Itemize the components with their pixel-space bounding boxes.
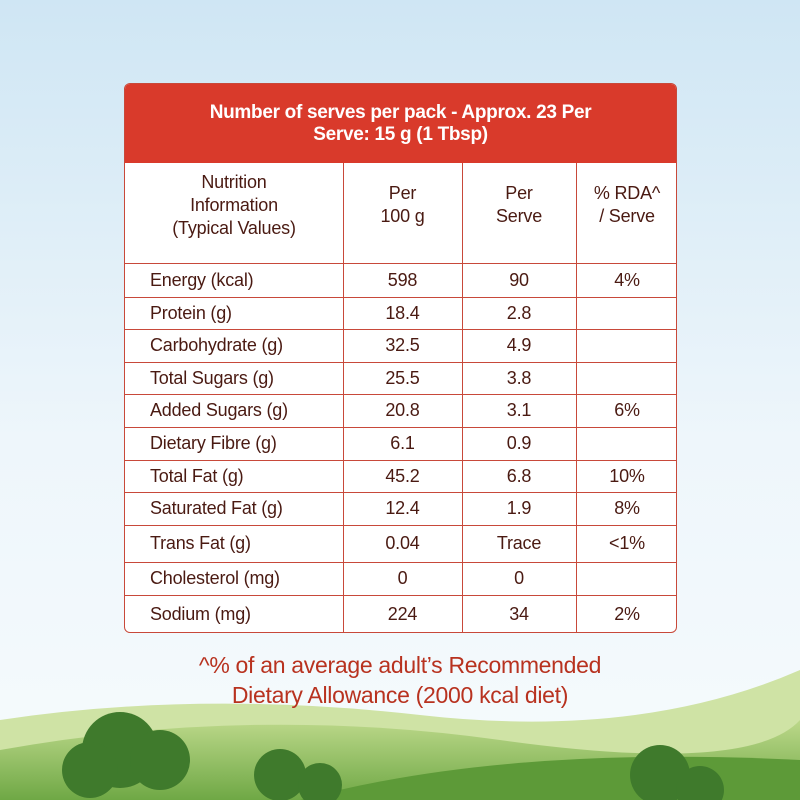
nutrient-value: 10%	[609, 465, 645, 486]
column-header-line: 100 g	[380, 206, 425, 226]
row-divider	[125, 297, 676, 298]
nutrient-value: 20.8	[385, 400, 420, 420]
nutrient-value: 12.4	[385, 498, 420, 518]
footnote-line: Dietary Allowance (2000 kcal diet)	[231, 682, 569, 708]
row-divider	[125, 492, 676, 493]
nutrient-name: Sodium (mg)	[150, 604, 251, 624]
nutrient-value: 6%	[614, 400, 640, 420]
row-divider	[125, 394, 676, 395]
header-line: Serve: 15 g (1 Tbsp)	[313, 123, 488, 145]
nutrient-value: 90	[509, 269, 529, 290]
nutrient-value: 45.2	[385, 465, 420, 486]
nutrient-value: Trace	[496, 533, 542, 553]
nutrient-name: Total Fat (g)	[150, 465, 244, 486]
row-divider	[125, 427, 676, 428]
column-header-line: Information	[190, 194, 278, 215]
nutrient-name: Energy (kcal)	[150, 269, 254, 290]
nutrition-panel: Number of serves per pack - Approx. 23 P…	[124, 83, 677, 633]
nutrient-value: 0	[514, 568, 524, 588]
nutrient-value: 1.9	[506, 498, 532, 518]
nutrient-name: Saturated Fat (g)	[150, 498, 283, 518]
column-header-line: Serve	[495, 206, 543, 226]
row-divider	[125, 460, 676, 461]
column-header-line: Nutrition	[201, 171, 267, 192]
footnote: ^% of an average adult’s Recommended Diet…	[120, 650, 680, 710]
nutrient-value: 25.5	[385, 367, 420, 388]
nutrient-value: 3.8	[506, 367, 532, 388]
nutrient-value: 3.1	[506, 400, 532, 420]
nutrient-value: <1%	[609, 533, 645, 553]
header-line: Number of serves per pack - Approx. 23 P…	[209, 101, 592, 123]
nutrient-name: Total Sugars (g)	[150, 367, 274, 388]
nutrient-name: Dietary Fibre (g)	[150, 433, 277, 453]
column-divider	[343, 163, 344, 632]
nutrient-name: Carbohydrate (g)	[150, 335, 283, 355]
nutrient-value: 6.8	[506, 465, 532, 486]
nutrient-value: 224	[387, 604, 418, 624]
nutrient-value: 4%	[614, 269, 640, 290]
column-header-line: (Typical Values)	[172, 217, 296, 238]
nutrient-value: 8%	[614, 498, 640, 518]
nutrient-name: Trans Fat (g)	[150, 533, 251, 553]
column-header: Per Serve	[462, 163, 576, 263]
column-header: % RDA^ / Serve	[576, 163, 676, 263]
row-divider	[125, 329, 676, 330]
nutrient-value: 6.1	[390, 433, 415, 453]
nutrient-value: 0.04	[385, 533, 420, 553]
footnote-line: ^% of an average adult’s Recommended	[198, 652, 602, 678]
column-header: Nutrition Information (Typical Values)	[125, 163, 343, 263]
row-divider	[125, 525, 676, 526]
column-divider	[576, 163, 577, 632]
nutrient-value: 0.9	[506, 433, 532, 453]
column-header-line: % RDA^	[593, 183, 661, 203]
column-divider	[462, 163, 463, 632]
nutrient-value: 2.8	[506, 302, 532, 323]
nutrient-value: 18.4	[385, 302, 420, 323]
nutrient-name: Cholesterol (mg)	[150, 568, 280, 588]
row-divider	[125, 362, 676, 363]
header: Number of serves per pack - Approx. 23 P…	[125, 84, 676, 163]
column-header: Per 100 g	[343, 163, 462, 263]
nutrient-value: 34	[509, 604, 529, 624]
column-header-line: / Serve	[599, 206, 655, 226]
nutrient-value: 32.5	[385, 335, 420, 355]
row-divider	[125, 595, 676, 596]
row-divider	[125, 263, 676, 264]
nutrient-name: Added Sugars (g)	[150, 400, 288, 420]
column-header-line: Per	[505, 183, 533, 203]
row-divider	[125, 562, 676, 563]
nutrient-value: 4.9	[506, 335, 532, 355]
nutrient-value: 598	[387, 269, 418, 290]
nutrient-value: 2%	[614, 604, 640, 624]
column-header-line: Per	[388, 183, 417, 203]
nutrient-name: Protein (g)	[150, 302, 232, 323]
nutrient-value: 0	[397, 568, 408, 588]
